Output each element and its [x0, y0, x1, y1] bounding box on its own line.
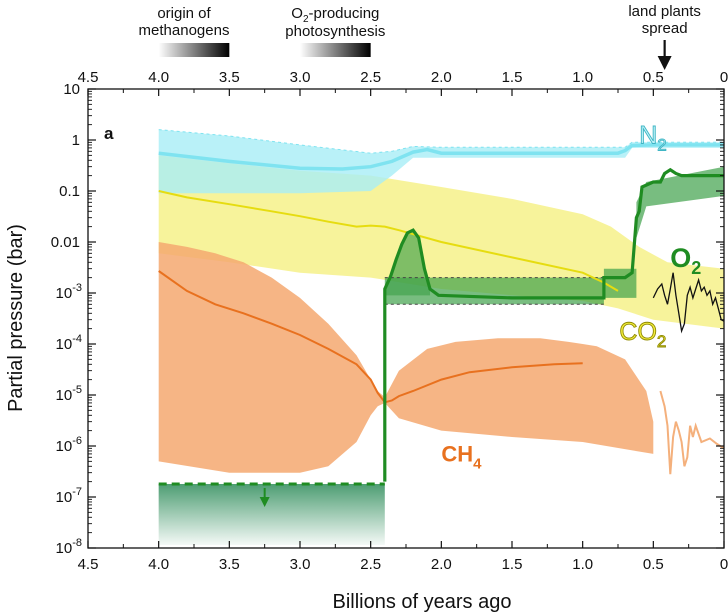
y-tick-label: 10-8 [56, 537, 82, 557]
y-tick-label: 1 [72, 132, 80, 149]
o2-series-label: O2 [670, 243, 701, 278]
event-label-line1: origin of [157, 5, 211, 22]
event-label-line1: O2-producing [291, 5, 379, 25]
co2-line [158, 190, 619, 292]
x-tick-label-bottom: 2.5 [360, 556, 381, 573]
co2-series-label: CO2 [619, 318, 666, 351]
x-tick-label-top: 1.5 [502, 69, 523, 86]
axis-ticks: 4.5 4.5 4.0 4.0 3.5 3.5 3.0 3.0 2.5 2.5 2.0 2.0 1.5 1… [51, 69, 728, 573]
x-tick-label-top: 4.5 [78, 69, 99, 86]
x-tick-label-bottom: 1.0 [572, 556, 593, 573]
y-axis-title: Partial pressure (bar) [5, 224, 27, 412]
event-label-line2: spread [642, 20, 688, 37]
event-gradient-bar [300, 43, 371, 57]
x-tick-label-bottom: 0.5 [643, 556, 664, 573]
y-tick-label: 10 [63, 81, 80, 98]
y-tick-label: 10-5 [56, 384, 82, 404]
o2-upper-limit-region [158, 483, 385, 545]
ch4-uncertainty-band [158, 242, 654, 473]
x-tick-label-top: 3.5 [219, 69, 240, 86]
series-labels: N2 CO2 O2 CH4 [441, 121, 701, 472]
x-tick-label-bottom: 3.0 [290, 556, 311, 573]
land-plants-arrow-head [657, 56, 672, 70]
y-tick-label: 0.01 [51, 234, 80, 251]
x-tick-label-bottom: 4.5 [78, 556, 99, 573]
y-tick-label: 10-6 [56, 435, 82, 455]
o2-line [383, 167, 724, 482]
event-label-line1: land plants [628, 3, 701, 20]
x-tick-label-bottom: 4.0 [148, 556, 169, 573]
y-tick-label: 0.1 [59, 183, 80, 200]
ch4-series-label: CH4 [441, 441, 482, 472]
event-label-line2: methanogens [139, 22, 230, 39]
x-tick-label-bottom: 0 [720, 556, 728, 573]
x-tick-label-bottom: 3.5 [219, 556, 240, 573]
x-tick-label-top: 1.0 [572, 69, 593, 86]
event-gradient-bar [158, 43, 230, 57]
y-tick-label: 10-7 [56, 486, 82, 506]
y-tick-label: 10-4 [56, 333, 82, 353]
ch4-phanerozoic-line [659, 390, 725, 475]
event-label-line2: photosynthesis [285, 23, 385, 40]
x-tick-label-top: 3.0 [290, 69, 311, 86]
n2-line [158, 143, 724, 171]
n2-series-label: N2 [639, 122, 667, 155]
y-tick-label: 10-3 [56, 282, 82, 302]
n2-uncertainty-band [158, 129, 724, 194]
panel-label: a [104, 124, 114, 143]
x-tick-label-bottom: 1.5 [502, 556, 523, 573]
x-tick-label-top: 4.0 [148, 69, 169, 86]
x-axis-title: Billions of years ago [333, 591, 512, 613]
o2-down-arrow-head [259, 496, 270, 507]
x-tick-label-bottom: 2.0 [431, 556, 452, 573]
x-tick-label-top: 2.0 [431, 69, 452, 86]
x-tick-label-top: 0 [720, 69, 728, 86]
series-lines [158, 129, 725, 507]
x-tick-label-top: 2.5 [360, 69, 381, 86]
ch4-line [158, 270, 583, 404]
co2-phanerozoic-line [652, 272, 725, 334]
x-tick-label-top: 0.5 [643, 69, 664, 86]
